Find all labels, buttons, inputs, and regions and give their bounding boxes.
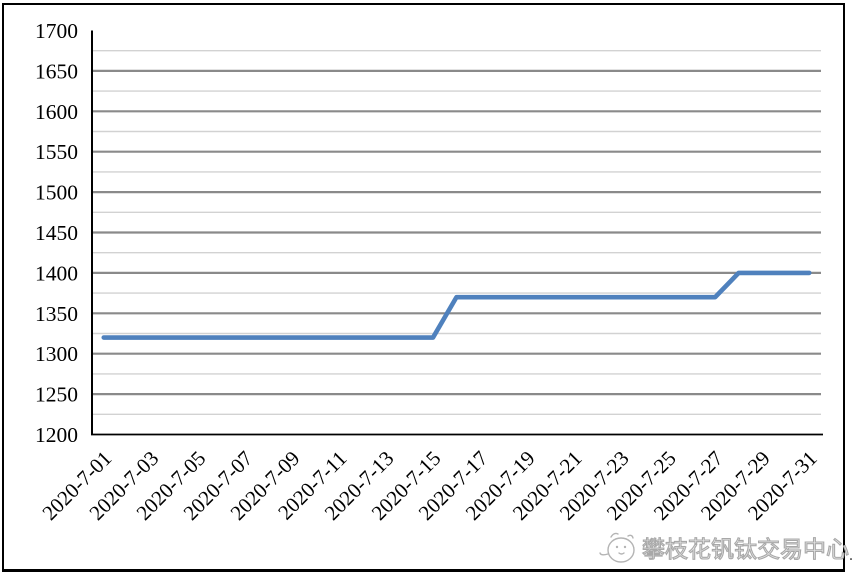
price-series-line [101,270,812,340]
y-tick-label: 1250 [35,383,78,407]
y-tick-label: 1350 [35,302,78,326]
y-tick-label: 1450 [35,221,78,245]
chart-frame [2,3,845,572]
y-tick-label: 1700 [35,19,78,43]
y-tick-label: 1200 [35,423,78,447]
y-tick-label: 1300 [35,342,78,366]
y-tick-label: 1600 [35,100,78,124]
y-tick-label: 1400 [35,261,78,285]
y-tick-label: 1550 [35,140,78,164]
y-tick-label: 1500 [35,181,78,205]
y-tick-label: 1650 [35,59,78,83]
stray-period: . [849,547,853,564]
